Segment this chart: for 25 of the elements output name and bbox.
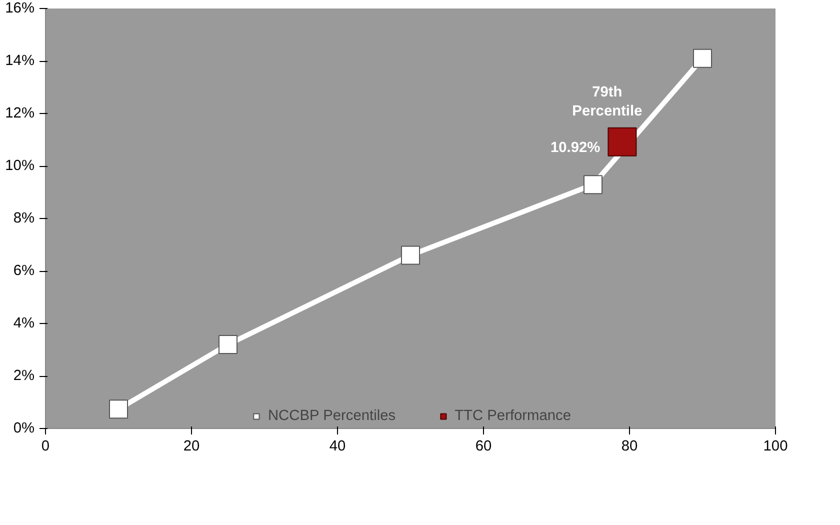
annotation: 79th Percentile (572, 84, 642, 120)
point (693, 48, 712, 68)
x-tick-label: 0 (41, 438, 50, 454)
point (218, 335, 238, 354)
legend-label: NCCBP Percentiles (268, 408, 396, 424)
y-tick-label: 2% (13, 368, 35, 384)
data-label: 10.92% (550, 140, 600, 156)
y-tick-label: 0% (13, 420, 35, 436)
point (608, 127, 637, 156)
y-tick-label: 6% (13, 263, 35, 279)
point (401, 246, 420, 265)
x-tick-label: 40 (329, 438, 346, 454)
y-tick-label: 8% (13, 210, 35, 226)
x-tick-label: 100 (763, 438, 788, 454)
point (584, 175, 602, 194)
legend-label: TTC Performance (454, 408, 572, 424)
x-tick-label: 80 (621, 438, 638, 454)
y-tick-label: 10% (5, 158, 35, 174)
point (109, 400, 128, 419)
x-tick-label: 20 (183, 438, 200, 454)
y-tick-label: 16% (5, 0, 35, 16)
x-tick-label: 60 (475, 438, 492, 454)
y-tick-label: 12% (5, 106, 35, 122)
y-tick-label: 14% (5, 53, 35, 69)
y-tick-label: 4% (13, 316, 35, 332)
